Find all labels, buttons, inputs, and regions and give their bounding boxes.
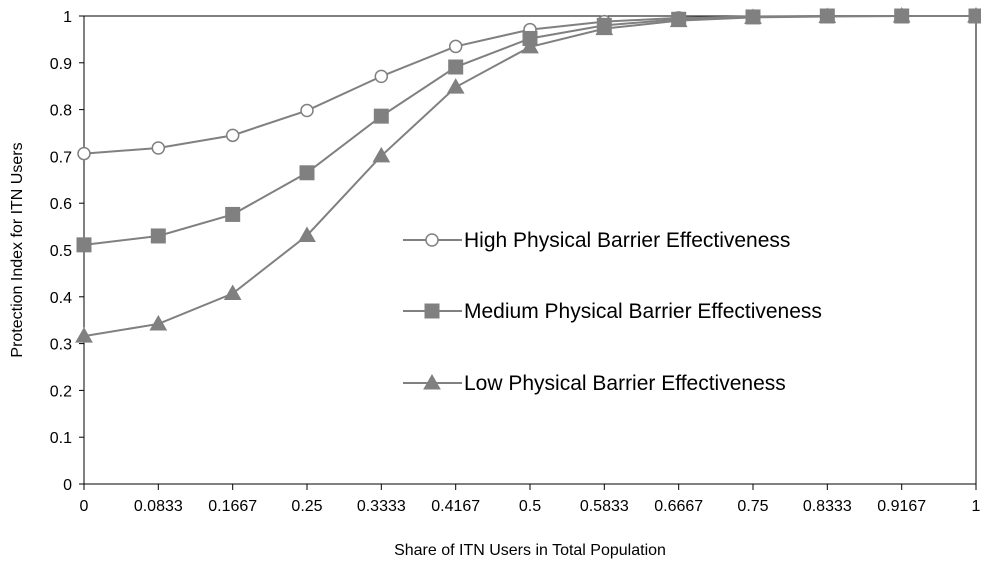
data-point — [77, 146, 91, 161]
y-tick-label: 0 — [63, 477, 72, 494]
legend-marker — [423, 373, 441, 390]
x-tick-label: 1 — [972, 498, 981, 515]
y-tick-label: 0.2 — [50, 383, 72, 400]
data-point — [299, 165, 315, 181]
data-point — [669, 11, 688, 28]
x-axis-title: Share of ITN Users in Total Population — [394, 542, 666, 559]
data-point — [151, 141, 166, 155]
y-tick-label: 0.8 — [50, 103, 72, 120]
data-point — [372, 146, 391, 163]
x-tick-label: 0.8333 — [803, 498, 852, 515]
data-point — [76, 237, 92, 253]
x-tick-label: 0 — [80, 498, 89, 515]
data-point — [448, 59, 464, 75]
y-tick-label: 1 — [63, 9, 72, 26]
y-tick-label: 0.7 — [50, 149, 72, 166]
legend-marker — [425, 233, 439, 247]
data-point — [374, 69, 389, 84]
x-tick-label: 0.75 — [737, 498, 768, 515]
x-tick-label: 0.6667 — [654, 498, 703, 515]
legend: High Physical Barrier Effectiveness Mediu… — [403, 229, 822, 395]
x-tick-label: 0.9167 — [877, 498, 926, 515]
data-point — [892, 6, 911, 23]
legend-item-3: Low Physical Barrier Effectiveness — [403, 372, 786, 395]
series-3 — [75, 6, 981, 343]
data-point — [967, 6, 981, 23]
x-tick-label: 0.5833 — [580, 498, 629, 515]
series-layer — [75, 6, 981, 343]
data-point — [298, 226, 316, 242]
data-point — [744, 8, 762, 24]
legend-label: Medium Physical Barrier Effectiveness — [464, 300, 822, 323]
y-tick-label: 0.6 — [50, 196, 72, 213]
legend-item-2: Medium Physical Barrier Effectiveness — [403, 300, 822, 323]
data-point — [373, 108, 389, 124]
data-point — [595, 19, 614, 36]
data-point — [149, 314, 168, 331]
legend-label: High Physical Barrier Effectiveness — [464, 229, 790, 252]
data-point — [225, 206, 241, 222]
data-point — [300, 103, 314, 118]
x-tick-label: 0.0833 — [134, 498, 183, 515]
y-axis-title: Protection Index for ITN Users — [9, 142, 26, 357]
x-tick-label: 0.3333 — [357, 498, 406, 515]
x-tick-label: 0.25 — [291, 498, 322, 515]
data-point — [448, 39, 463, 54]
data-point — [446, 78, 465, 94]
data-point — [75, 327, 93, 343]
data-point — [521, 37, 539, 54]
y-tick-label: 0.5 — [50, 243, 72, 260]
legend-label: Low Physical Barrier Effectiveness — [464, 372, 786, 395]
data-point — [225, 128, 240, 143]
legend-item-1: High Physical Barrier Effectiveness — [403, 229, 790, 252]
x-tick-label: 0.1667 — [208, 498, 257, 515]
data-point — [818, 7, 837, 23]
y-axis-ticks: 0 0.1 0.2 0.3 0.4 0.5 0.6 0.7 0.8 0.9 1 — [50, 9, 84, 494]
y-tick-label: 0.3 — [50, 337, 72, 354]
data-point — [223, 284, 242, 301]
y-tick-label: 0.4 — [50, 290, 72, 307]
x-tick-label: 0.5 — [519, 498, 541, 515]
data-point — [150, 228, 166, 244]
y-tick-label: 0.9 — [50, 56, 72, 73]
x-axis-ticks: 0 0.0833 0.1667 0.25 0.3333 0.4167 0.5 0.5833 0.… — [80, 484, 981, 515]
y-tick-label: 0.1 — [50, 430, 72, 447]
x-tick-label: 0.4167 — [431, 498, 480, 515]
series-line — [83, 15, 976, 338]
legend-marker — [424, 303, 440, 319]
